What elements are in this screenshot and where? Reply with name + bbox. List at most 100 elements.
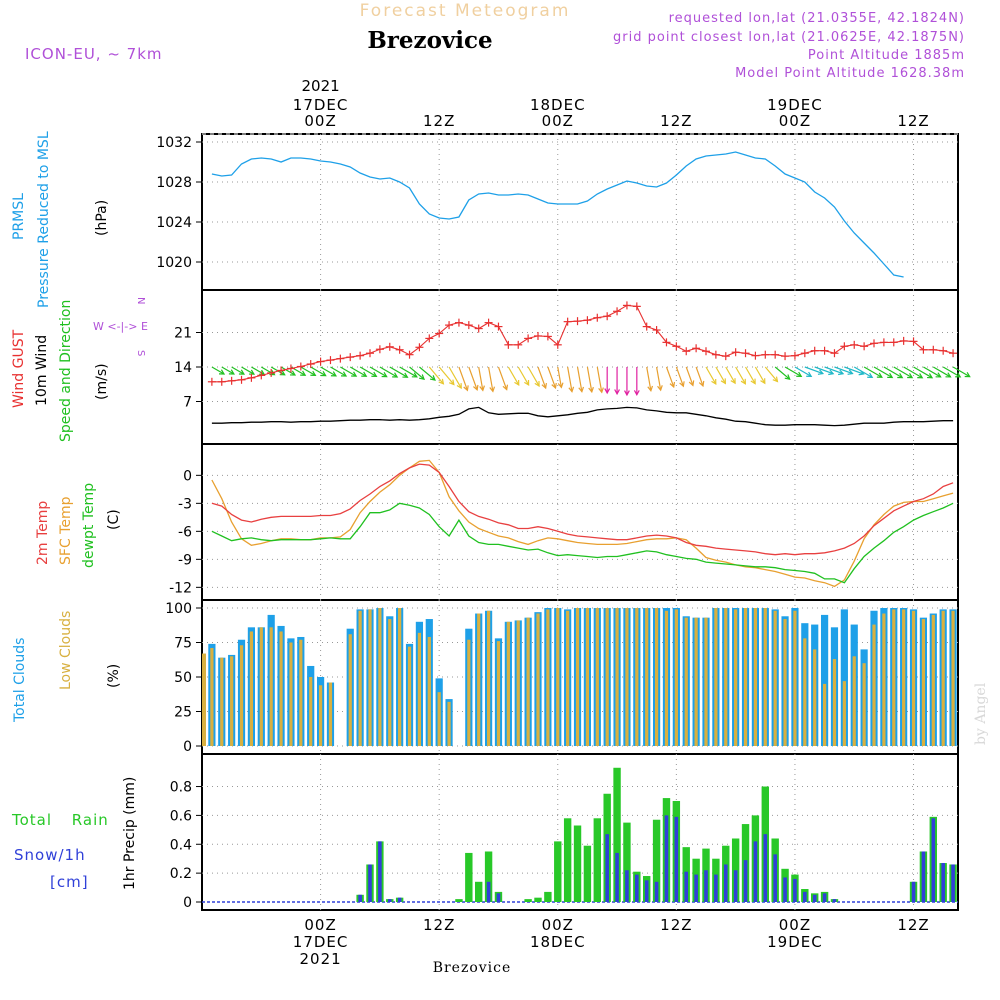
snow-bar (733, 870, 738, 902)
wind-arrow (221, 366, 235, 375)
low-cloud-bar (951, 610, 955, 746)
top-time-label: 00Z (542, 112, 574, 130)
gust-marker (306, 360, 315, 369)
model-altitude: Model Point Altitude 1628.38m (735, 66, 965, 81)
y-tick-label: 25 (174, 705, 192, 721)
gust-marker (939, 346, 948, 355)
footer-station: Brezovice (433, 960, 512, 976)
low-cloud-bar (575, 608, 580, 746)
y-tick-label: 75 (174, 636, 192, 652)
wind-arrow (745, 366, 756, 385)
low-cloud-bar (546, 609, 550, 746)
gust-marker (415, 343, 424, 352)
bottom-time-label: 18DEC (530, 933, 586, 951)
snow-bar (743, 860, 748, 902)
rain-bar (583, 845, 592, 902)
gust-marker (375, 345, 384, 354)
wind-arrow (507, 366, 520, 387)
wind-arrow-shaft (330, 366, 347, 377)
wind-arrow-head (489, 386, 496, 393)
wind-arrow-shaft (448, 366, 462, 389)
wind-arrow (241, 366, 256, 375)
wind-arrow (547, 366, 557, 390)
low-cloud-bar (417, 632, 422, 746)
low-cloud-bar (486, 610, 491, 746)
low-cloud-bar (269, 627, 273, 746)
y-tick-label: 0.6 (170, 808, 192, 824)
wind-arrow-shaft (517, 366, 530, 386)
top-time-label: 12Z (897, 112, 929, 130)
rain-bar (613, 767, 621, 902)
gust-marker (543, 332, 552, 341)
gust-marker (800, 349, 809, 358)
wind-arrow-shaft (665, 366, 675, 388)
gust-marker (682, 347, 691, 356)
pressure-series (211, 151, 904, 278)
low-cloud-bar (210, 648, 214, 746)
low-cloud-bar (892, 609, 896, 746)
wind-arrow-shaft (359, 366, 377, 377)
gust-marker (405, 350, 414, 359)
low-cloud-bar (842, 681, 846, 746)
wind-arrow-shaft (735, 366, 746, 385)
wind-arrow-head (524, 379, 530, 387)
snow-bar (654, 881, 659, 902)
gust-marker (464, 321, 473, 330)
gust-marker (237, 375, 246, 384)
low-cloud-bar (249, 631, 254, 746)
low-cloud-bar (239, 645, 244, 746)
wind-arrow-head (897, 373, 904, 379)
rain-bar (544, 891, 552, 902)
rain-bar (623, 822, 631, 902)
wind-arrow-head (760, 378, 766, 385)
gust-marker (909, 337, 918, 346)
wind-arrow-shaft (369, 366, 387, 378)
y-tick-label: 0.8 (170, 780, 192, 796)
low-cloud-bar (921, 619, 926, 746)
point-altitude: Point Altitude 1885m (808, 48, 965, 63)
gust-marker (504, 340, 513, 349)
wind-arrow (913, 366, 934, 379)
wind-arrow-shaft (863, 366, 883, 378)
wind-arrow-shaft (942, 366, 961, 378)
wind-arrow-head (479, 385, 485, 392)
wind-arrow (409, 366, 426, 380)
wind-arrow (695, 366, 705, 388)
wind-arrow-head (541, 382, 547, 390)
y-tick-label: -12 (169, 580, 192, 596)
y-tick-label: 1028 (156, 175, 192, 191)
wind-arrow (527, 366, 540, 388)
wind-arrow (764, 366, 779, 383)
low-cloud-bar (536, 613, 540, 746)
top-time-label: 17DEC (293, 96, 349, 114)
snow-bar (714, 874, 718, 902)
wind-arrow (399, 366, 418, 378)
low-cloud-bar (299, 639, 303, 746)
wind-arrow (794, 366, 813, 378)
wind-arrow-head (604, 388, 611, 395)
gust-marker (296, 362, 305, 371)
credit-watermark: by Angel (973, 682, 989, 745)
bottom-time-label: 00Z (304, 916, 336, 934)
top-time-label: 19DEC (767, 96, 823, 114)
top-time-label: 18DEC (530, 96, 586, 114)
model-name: ICON-EU, ~ 7km (25, 45, 163, 63)
gust-marker (622, 301, 631, 310)
gust-marker (652, 326, 661, 335)
wind-arrow (537, 366, 547, 390)
wind-arrow-head (429, 375, 436, 381)
bottom-time-label: 12Z (897, 916, 929, 934)
gust-marker (366, 349, 374, 358)
wind-arrow-head (419, 374, 426, 380)
wind-arrow-shaft (844, 366, 864, 375)
wind-arrow (715, 366, 726, 385)
low-cloud-bar (793, 610, 797, 746)
bottom-time-label: 19DEC (767, 933, 823, 951)
snow-bar (763, 834, 768, 902)
snow-bar (486, 881, 491, 902)
low-cloud-bar (506, 621, 510, 746)
wind-arrow-head (320, 371, 327, 377)
wind-arrow-shaft (419, 366, 436, 381)
low-cloud-bar (822, 683, 827, 746)
wind-arrow (320, 366, 337, 377)
